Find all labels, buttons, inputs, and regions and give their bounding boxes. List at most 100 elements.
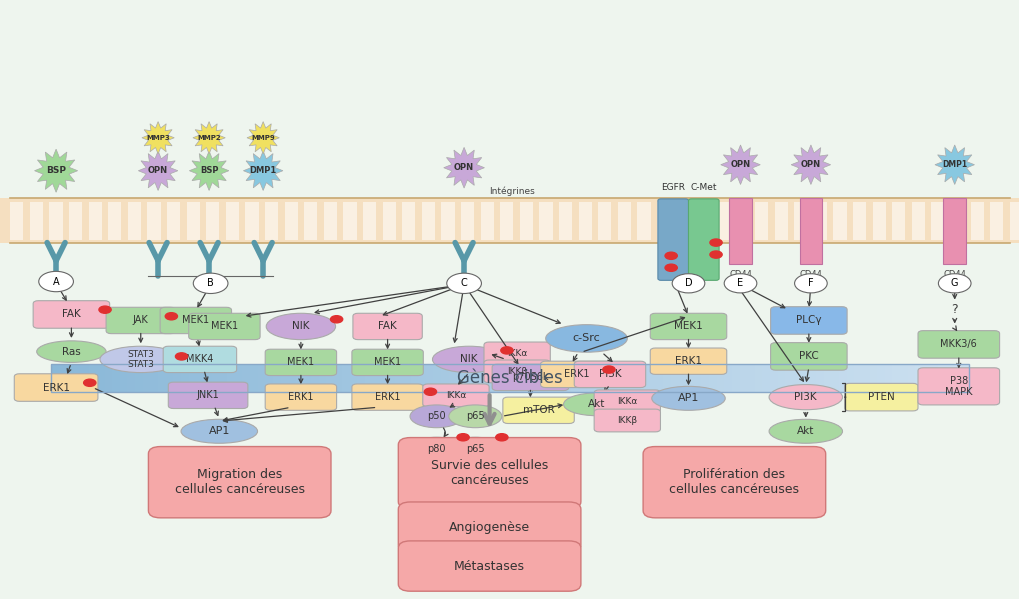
Text: ERK1: ERK1 [288, 392, 314, 402]
Bar [403, 364, 412, 392]
Text: BSP: BSP [46, 166, 66, 176]
Bar [671, 364, 679, 392]
Bar [10, 202, 23, 240]
Text: MEK1: MEK1 [287, 358, 314, 367]
Bar [90, 364, 98, 392]
Bar [59, 364, 67, 392]
Bar [637, 202, 650, 240]
FancyBboxPatch shape [34, 301, 110, 328]
Bar [892, 364, 901, 392]
Bar [265, 364, 274, 392]
Bar [647, 364, 656, 392]
Text: ERK1: ERK1 [675, 356, 701, 366]
Circle shape [723, 274, 756, 293]
Bar [212, 364, 220, 392]
Polygon shape [139, 151, 177, 190]
Bar [487, 364, 495, 392]
Text: p70S6k: p70S6k [512, 373, 548, 382]
Bar [953, 364, 962, 392]
Circle shape [495, 434, 507, 441]
Circle shape [664, 252, 677, 259]
Bar [49, 202, 62, 240]
Bar [594, 364, 602, 392]
Circle shape [424, 388, 436, 395]
Circle shape [937, 274, 970, 293]
Bar [1009, 202, 1019, 240]
Text: FAK: FAK [62, 310, 81, 319]
Ellipse shape [181, 419, 257, 443]
FancyBboxPatch shape [483, 342, 550, 365]
FancyBboxPatch shape [502, 397, 574, 423]
Bar [108, 202, 121, 240]
Bar [884, 364, 893, 392]
Bar [793, 364, 801, 392]
Bar [558, 202, 572, 240]
Bar [930, 202, 944, 240]
Polygon shape [190, 151, 228, 190]
Bar [539, 202, 552, 240]
Bar [799, 198, 821, 264]
Bar [418, 364, 427, 392]
Bar [961, 364, 969, 392]
Bar [433, 364, 442, 392]
Ellipse shape [564, 393, 630, 416]
Bar [243, 364, 251, 392]
FancyBboxPatch shape [106, 307, 175, 334]
Polygon shape [142, 122, 174, 154]
Bar [892, 202, 905, 240]
Bar [250, 364, 259, 392]
Bar [564, 364, 572, 392]
Text: ERK1: ERK1 [375, 392, 400, 402]
Bar [708, 364, 717, 392]
Bar [234, 364, 244, 392]
Bar [662, 364, 672, 392]
Bar [82, 364, 90, 392]
FancyBboxPatch shape [844, 383, 917, 411]
Bar [525, 364, 534, 392]
Bar [304, 364, 312, 392]
FancyBboxPatch shape [492, 364, 569, 391]
Bar [97, 364, 106, 392]
Text: mTOR: mTOR [522, 406, 554, 415]
Bar [382, 202, 395, 240]
Text: Survie des cellules
cancéreuses: Survie des cellules cancéreuses [431, 459, 547, 487]
Bar [204, 364, 213, 392]
Text: CD44: CD44 [729, 270, 751, 279]
Text: D: D [684, 279, 692, 288]
Bar [410, 364, 419, 392]
Circle shape [709, 251, 721, 258]
Text: CD44: CD44 [943, 270, 965, 279]
Text: IKKβ: IKKβ [616, 416, 637, 425]
Text: E: E [737, 279, 743, 288]
Text: NIK: NIK [291, 322, 310, 331]
Bar [225, 202, 238, 240]
Text: PLCγ: PLCγ [795, 316, 821, 325]
Circle shape [672, 274, 704, 293]
Bar [732, 364, 740, 392]
Bar [143, 364, 152, 392]
Bar [555, 364, 565, 392]
Text: MEK1: MEK1 [674, 322, 702, 331]
Circle shape [709, 239, 721, 246]
Text: OPN: OPN [730, 160, 750, 170]
Text: MMP3: MMP3 [146, 135, 170, 141]
Bar [900, 364, 908, 392]
FancyBboxPatch shape [594, 409, 660, 432]
Bar [280, 364, 289, 392]
Bar [729, 198, 751, 264]
Ellipse shape [447, 437, 503, 461]
FancyBboxPatch shape [160, 307, 231, 334]
Circle shape [500, 347, 513, 354]
Bar [548, 364, 556, 392]
Bar [739, 364, 748, 392]
Text: OPN: OPN [453, 163, 474, 173]
Circle shape [39, 271, 73, 292]
Bar [173, 364, 182, 392]
Text: Migration des
cellules cancéreuses: Migration des cellules cancéreuses [174, 468, 305, 496]
Polygon shape [247, 122, 279, 154]
FancyBboxPatch shape [594, 390, 660, 413]
Bar [372, 364, 381, 392]
Bar [422, 202, 435, 240]
FancyBboxPatch shape [657, 199, 688, 280]
FancyBboxPatch shape [352, 384, 423, 410]
